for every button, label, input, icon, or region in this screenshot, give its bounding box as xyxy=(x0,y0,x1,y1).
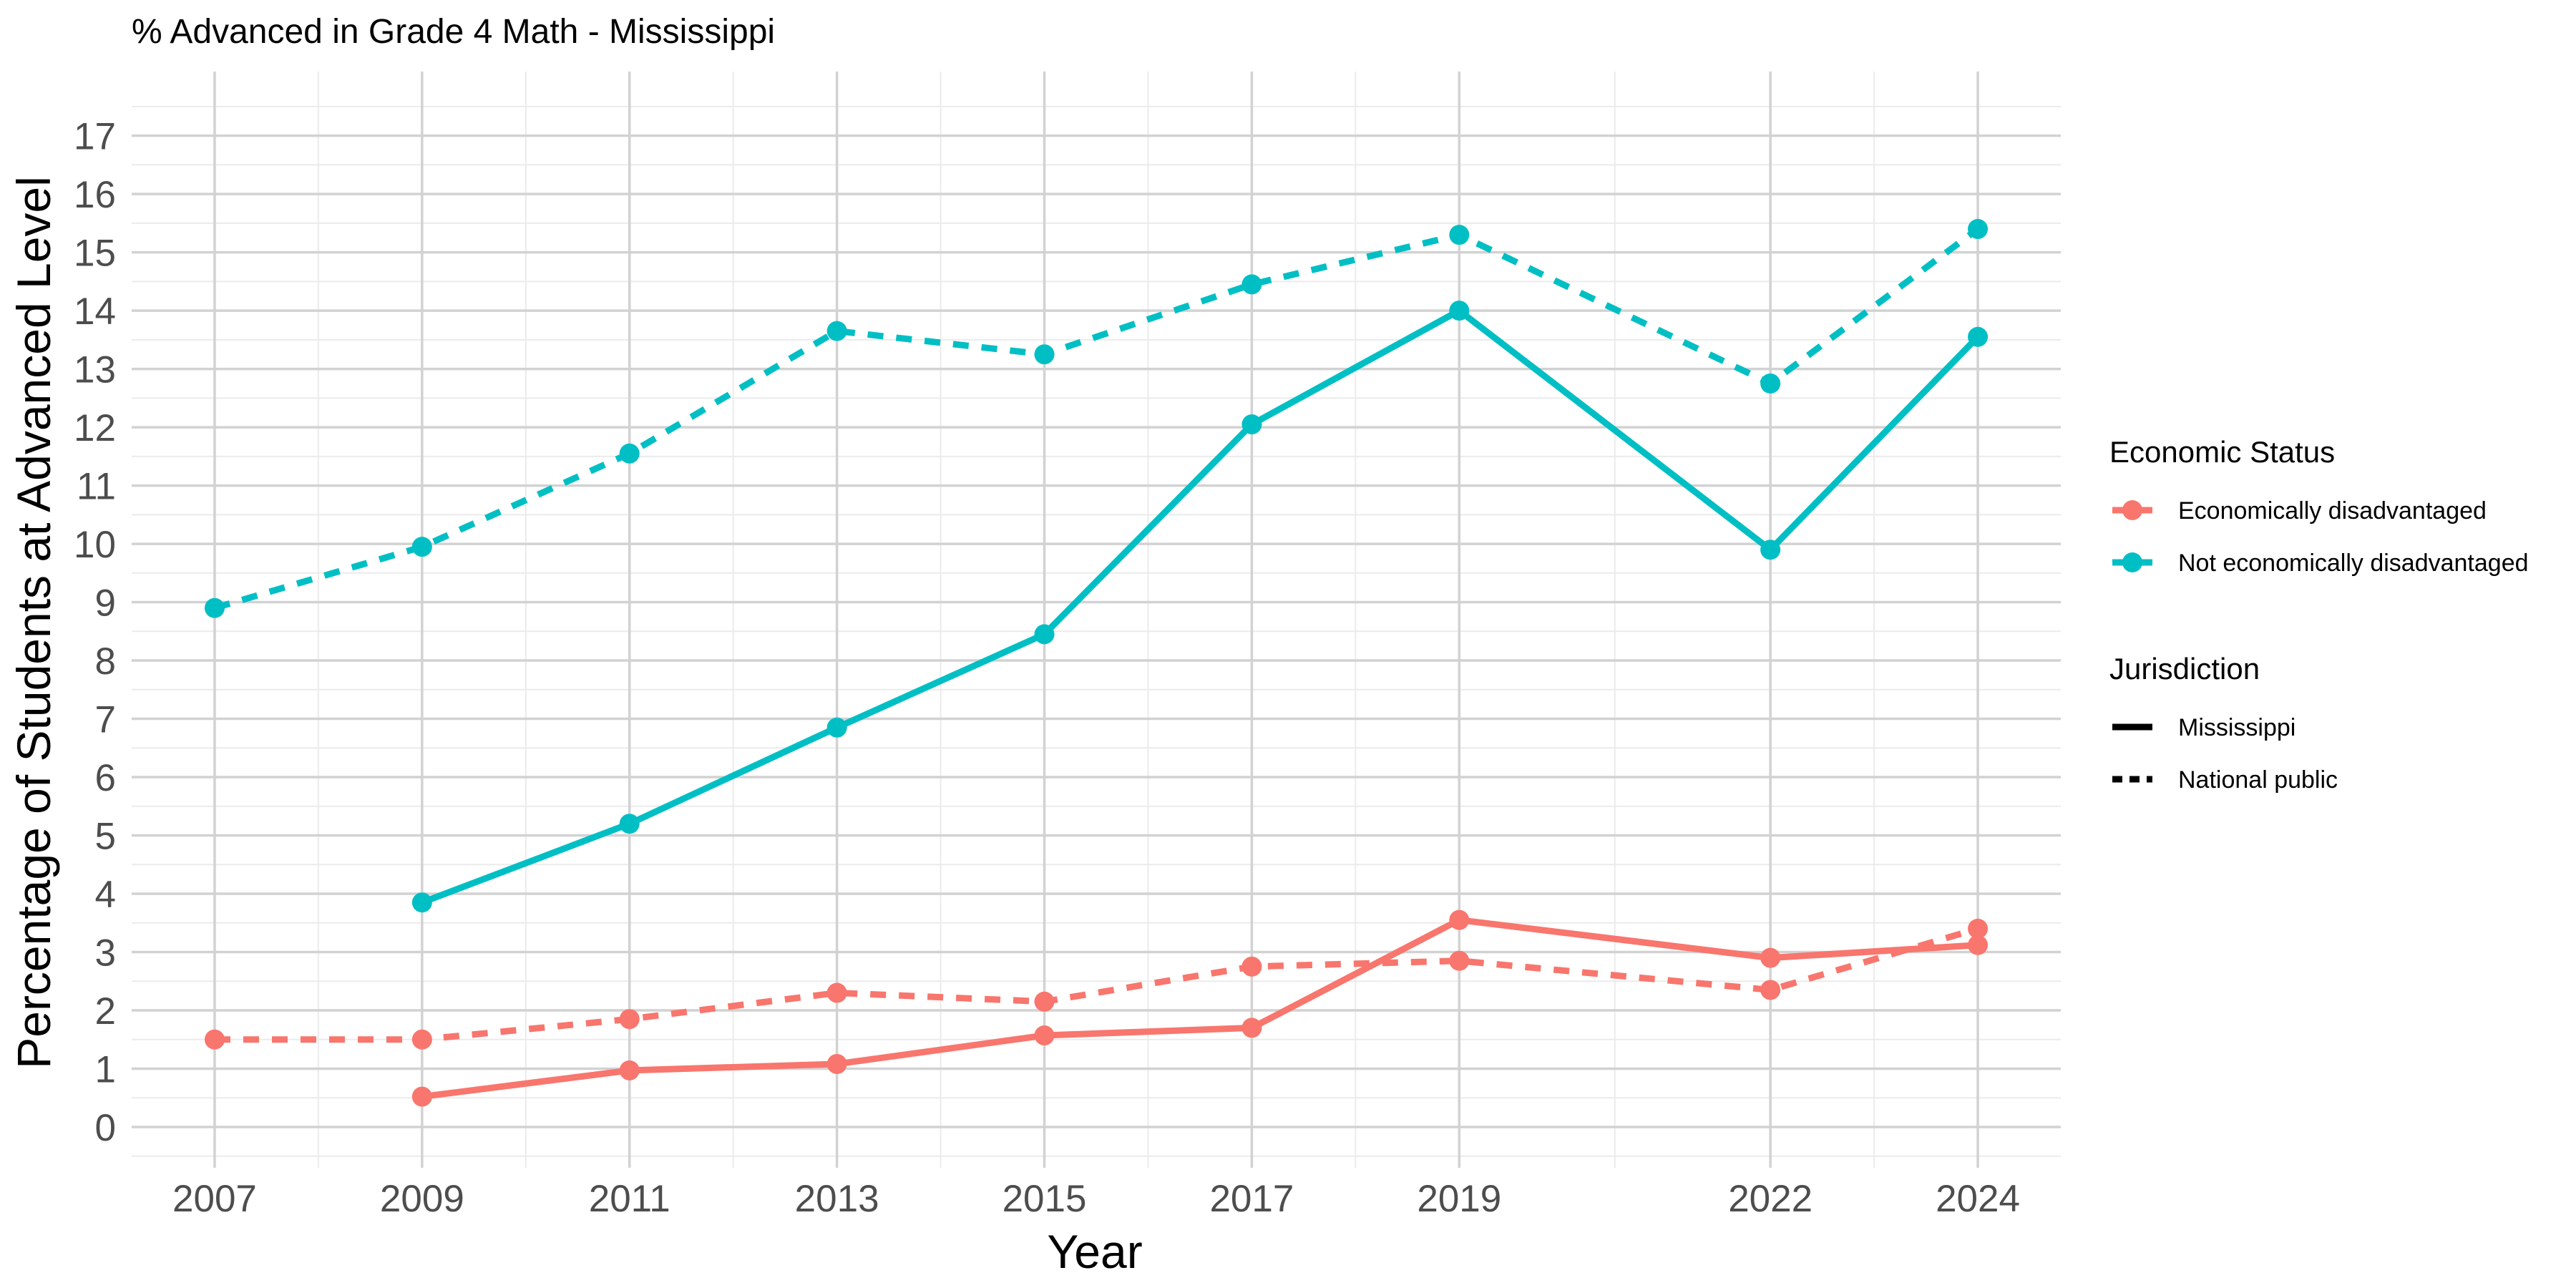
legend-color-title: Economic Status xyxy=(2109,435,2335,469)
y-tick-label-1: 1 xyxy=(95,1048,116,1091)
point-not-economically-disadvantaged-national-public-2011 xyxy=(619,443,640,464)
x-tick-label-2024: 2024 xyxy=(1936,1178,2020,1220)
legend-entry-economically-disadvantaged: Economically disadvantaged xyxy=(2112,497,2487,525)
point-economically-disadvantaged-national-public-2011 xyxy=(619,1009,640,1030)
point-economically-disadvantaged-mississippi-2011 xyxy=(619,1060,640,1080)
point-not-economically-disadvantaged-national-public-2017 xyxy=(1241,274,1262,295)
y-tick-label-12: 12 xyxy=(74,407,116,449)
series-line-economically-disadvantaged-mississippi xyxy=(421,917,1979,1101)
point-not-economically-disadvantaged-mississippi-2015 xyxy=(1034,624,1055,645)
point-not-economically-disadvantaged-mississippi-2013 xyxy=(826,717,847,738)
y-tick-label-13: 13 xyxy=(74,349,116,391)
point-not-economically-disadvantaged-mississippi-2011 xyxy=(619,814,640,834)
point-not-economically-disadvantaged-national-public-2013 xyxy=(826,321,847,341)
legend-label-not-economically-disadvantaged: Not economically disadvantaged xyxy=(2178,550,2529,577)
point-economically-disadvantaged-mississippi-2013 xyxy=(826,1053,847,1074)
x-tick-label-2019: 2019 xyxy=(1417,1178,1501,1220)
point-economically-disadvantaged-national-public-2024 xyxy=(1968,918,1989,939)
y-tick-label-15: 15 xyxy=(74,233,116,275)
y-tick-label-11: 11 xyxy=(77,466,116,508)
x-tick-label-2017: 2017 xyxy=(1209,1178,1294,1220)
point-economically-disadvantaged-national-public-2009 xyxy=(411,1029,432,1050)
point-economically-disadvantaged-mississippi-2019 xyxy=(1449,909,1470,930)
point-not-economically-disadvantaged-mississippi-2024 xyxy=(1968,326,1989,347)
legend-key-point xyxy=(2122,500,2142,520)
point-economically-disadvantaged-national-public-2019 xyxy=(1449,950,1470,971)
minor-gridlines xyxy=(132,72,2061,1168)
point-not-economically-disadvantaged-national-public-2007 xyxy=(204,597,225,618)
y-tick-label-3: 3 xyxy=(95,932,116,974)
legend-color-entries: Economically disadvantaged Not economical… xyxy=(2112,497,2529,577)
point-economically-disadvantaged-national-public-2007 xyxy=(204,1029,225,1050)
x-axis-title: Year xyxy=(1047,1225,1142,1278)
legend-linetype-title: Jurisdiction xyxy=(2109,652,2260,686)
point-not-economically-disadvantaged-national-public-2019 xyxy=(1449,225,1470,245)
point-not-economically-disadvantaged-mississippi-2019 xyxy=(1449,301,1470,321)
point-economically-disadvantaged-mississippi-2022 xyxy=(1760,947,1781,968)
point-economically-disadvantaged-national-public-2017 xyxy=(1241,956,1262,977)
series-line-not-economically-disadvantaged-national-public xyxy=(213,226,1980,612)
x-tick-label-2013: 2013 xyxy=(795,1178,879,1220)
series-line-not-economically-disadvantaged-mississippi xyxy=(421,307,1981,906)
chart-title: % Advanced in Grade 4 Math - Mississippi xyxy=(132,13,775,51)
point-economically-disadvantaged-mississippi-2009 xyxy=(411,1086,432,1107)
point-economically-disadvantaged-mississippi-2024 xyxy=(1968,935,1989,955)
y-tick-label-4: 4 xyxy=(95,874,116,916)
y-tick-label-14: 14 xyxy=(74,291,116,333)
point-economically-disadvantaged-mississippi-2015 xyxy=(1034,1025,1055,1046)
legend-label-mississippi: Mississippi xyxy=(2178,714,2296,741)
x-tick-label-2022: 2022 xyxy=(1728,1178,1813,1220)
point-not-economically-disadvantaged-national-public-2024 xyxy=(1968,219,1989,240)
y-tick-label-16: 16 xyxy=(74,174,116,216)
y-tick-label-5: 5 xyxy=(95,816,116,858)
point-economically-disadvantaged-mississippi-2017 xyxy=(1241,1018,1262,1038)
points-layer xyxy=(204,219,1989,1107)
y-axis-title: Percentage of Students at Advanced Level xyxy=(7,176,60,1069)
x-tick-label-2009: 2009 xyxy=(380,1178,464,1220)
legend-entry-national-public: National public xyxy=(2112,766,2338,794)
y-tick-label-9: 9 xyxy=(95,582,116,625)
x-tick-label-2011: 2011 xyxy=(589,1178,670,1220)
legend-key-point xyxy=(2122,552,2142,572)
x-axis-tick-labels: 2007 2009 2011 2013 2015 2017 2019 2022 2024 xyxy=(172,1178,2020,1220)
point-economically-disadvantaged-national-public-2013 xyxy=(826,982,847,1003)
y-tick-label-7: 7 xyxy=(95,699,116,741)
point-not-economically-disadvantaged-mississippi-2009 xyxy=(411,892,432,913)
point-economically-disadvantaged-national-public-2015 xyxy=(1034,991,1055,1012)
legend-label-national-public: National public xyxy=(2178,766,2338,794)
point-not-economically-disadvantaged-national-public-2022 xyxy=(1760,373,1781,394)
legend: Economic Status Economically disadvantag… xyxy=(2109,435,2529,794)
point-economically-disadvantaged-national-public-2022 xyxy=(1760,980,1781,1000)
x-tick-label-2015: 2015 xyxy=(1002,1178,1087,1220)
legend-label-economically-disadvantaged: Economically disadvantaged xyxy=(2178,497,2487,525)
y-tick-label-10: 10 xyxy=(74,524,116,566)
point-not-economically-disadvantaged-mississippi-2022 xyxy=(1760,540,1781,560)
y-tick-label-8: 8 xyxy=(95,640,116,683)
y-tick-label-6: 6 xyxy=(95,757,116,799)
legend-entry-mississippi: Mississippi xyxy=(2112,714,2296,741)
legend-linetype-entries: Mississippi National public xyxy=(2112,714,2338,794)
x-tick-label-2007: 2007 xyxy=(172,1178,257,1220)
point-not-economically-disadvantaged-national-public-2015 xyxy=(1034,344,1055,365)
series-layer xyxy=(213,226,1981,1101)
point-not-economically-disadvantaged-national-public-2009 xyxy=(411,537,432,557)
point-not-economically-disadvantaged-mississippi-2017 xyxy=(1241,414,1262,435)
series-line-economically-disadvantaged-national-public xyxy=(214,925,1979,1043)
major-gridlines xyxy=(132,72,2061,1168)
y-tick-label-2: 2 xyxy=(95,990,116,1033)
y-tick-label-17: 17 xyxy=(74,116,116,158)
y-tick-label-0: 0 xyxy=(95,1107,116,1149)
legend-entry-not-economically-disadvantaged: Not economically disadvantaged xyxy=(2112,550,2529,577)
